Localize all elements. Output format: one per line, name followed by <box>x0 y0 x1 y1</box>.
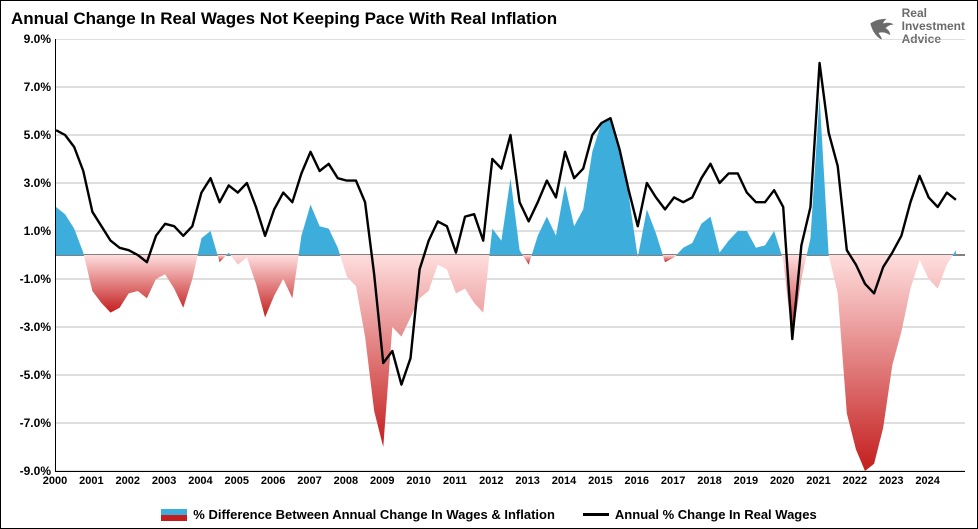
x-axis-label: 2002 <box>115 475 139 487</box>
x-axis-label: 2012 <box>479 475 503 487</box>
plot-area <box>55 39 965 472</box>
chart-container: Annual Change In Real Wages Not Keeping … <box>0 0 978 529</box>
x-axis-label: 2018 <box>697 475 721 487</box>
eagle-icon <box>868 13 896 41</box>
y-axis-label: 3.0% <box>5 176 51 190</box>
y-axis-label: -1.0% <box>5 272 51 286</box>
x-axis-label: 2017 <box>661 475 685 487</box>
x-axis-label: 2010 <box>406 475 430 487</box>
y-axis-label: -3.0% <box>5 320 51 334</box>
chart-title: Annual Change In Real Wages Not Keeping … <box>11 9 557 29</box>
x-axis-label: 2019 <box>734 475 758 487</box>
chart-svg <box>56 39 965 471</box>
x-axis-label: 2006 <box>261 475 285 487</box>
x-axis-label: 2004 <box>188 475 212 487</box>
x-axis-label: 2016 <box>625 475 649 487</box>
x-axis-label: 2014 <box>552 475 576 487</box>
x-axis-label: 2003 <box>152 475 176 487</box>
y-axis-label: 5.0% <box>5 128 51 142</box>
x-axis-label: 2015 <box>588 475 612 487</box>
x-axis-label: 2024 <box>915 475 939 487</box>
legend-swatch-line <box>583 513 609 516</box>
x-axis-label: 2005 <box>225 475 249 487</box>
legend-label-line: Annual % Change In Real Wages <box>615 507 817 522</box>
legend-swatch-area <box>161 509 187 521</box>
y-axis-label: -5.0% <box>5 368 51 382</box>
x-axis-label: 2023 <box>879 475 903 487</box>
y-axis-label: -7.0% <box>5 416 51 430</box>
legend-item-area: % Difference Between Annual Change In Wa… <box>161 507 555 522</box>
legend-item-line: Annual % Change In Real Wages <box>583 507 817 522</box>
y-axis-label: 1.0% <box>5 224 51 238</box>
chart-legend: % Difference Between Annual Change In Wa… <box>1 507 977 522</box>
x-axis-label: 2001 <box>79 475 103 487</box>
y-axis-label: 7.0% <box>5 80 51 94</box>
x-axis-label: 2011 <box>443 475 467 487</box>
x-axis-label: 2008 <box>334 475 358 487</box>
x-axis-label: 2022 <box>843 475 867 487</box>
y-axis-label: 9.0% <box>5 32 51 46</box>
x-axis-label: 2013 <box>515 475 539 487</box>
x-axis-label: 2007 <box>297 475 321 487</box>
x-axis-label: 2009 <box>370 475 394 487</box>
x-axis-label: 2021 <box>806 475 830 487</box>
x-axis-label: 2000 <box>43 475 67 487</box>
legend-label-area: % Difference Between Annual Change In Wa… <box>193 507 555 522</box>
x-axis-label: 2020 <box>770 475 794 487</box>
